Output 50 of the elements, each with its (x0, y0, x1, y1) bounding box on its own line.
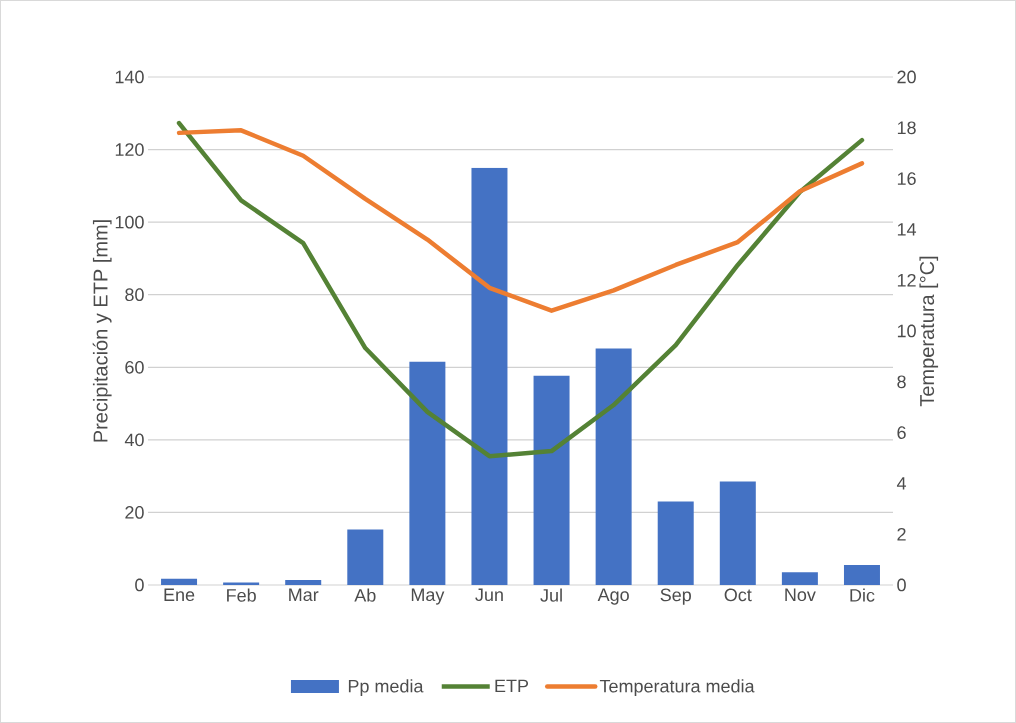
bar (347, 529, 384, 585)
y2-tick-label: 0 (897, 578, 906, 592)
x-tick-label: Jun (475, 588, 503, 602)
legend-label: ETP (495, 679, 529, 693)
x-tick-label: Mar (289, 588, 319, 602)
x-tick-label: Ab (354, 588, 376, 602)
x-tick-label: Ago (597, 588, 629, 605)
y-tick-label: 0 (135, 578, 144, 592)
x-tick-label: Feb (227, 588, 256, 602)
line-series (176, 120, 865, 459)
x-tick-label: Oct (724, 588, 752, 602)
bar (223, 582, 260, 585)
y2-tick-label: 2 (897, 527, 906, 541)
y2-tick-label: 20 (897, 70, 916, 84)
x-tick-label: Dic (850, 588, 875, 602)
y-tick-label: 80 (125, 288, 144, 302)
x-tick-label: Nov (785, 588, 816, 602)
bar (409, 361, 446, 585)
y2-tick-label: 14 (897, 223, 917, 236)
y2-tick-label: 4 (896, 477, 907, 490)
y2-tick-label: 6 (897, 426, 906, 439)
y-axis-title: Precipitación y ETP [mm] (92, 220, 112, 442)
bar (285, 579, 322, 585)
legend-label: Temperatura media (599, 679, 755, 697)
y2-tick-label: 16 (897, 172, 916, 185)
y2-tick-label: 18 (897, 121, 916, 135)
line-series (176, 128, 865, 313)
y-tick-label: 120 (115, 143, 144, 156)
legend-label: Pp media (348, 679, 424, 697)
y-tick-label: 40 (124, 433, 144, 447)
x-tick-label: May (411, 588, 445, 605)
y-tick-label: 100 (115, 215, 144, 229)
x-tick-label: Jul (540, 588, 562, 602)
y-tick-label: 60 (125, 360, 144, 374)
x-tick-label: Ene (164, 588, 195, 602)
y2-tick-label: 12 (897, 273, 916, 287)
bar (781, 572, 818, 585)
bar (533, 375, 570, 585)
bar (161, 578, 198, 585)
bar (595, 348, 632, 585)
y2-tick-label: 10 (897, 324, 916, 338)
bar (471, 167, 508, 585)
y-tick-label: 20 (125, 506, 144, 519)
y-tick-label: 140 (115, 70, 144, 84)
bar (719, 481, 756, 585)
y2-axis-title: Temperatura [°C] (919, 256, 939, 407)
bar (657, 501, 694, 585)
x-tick-label: Sep (660, 588, 691, 605)
bar (843, 565, 880, 585)
y2-tick-label: 8 (897, 375, 906, 389)
